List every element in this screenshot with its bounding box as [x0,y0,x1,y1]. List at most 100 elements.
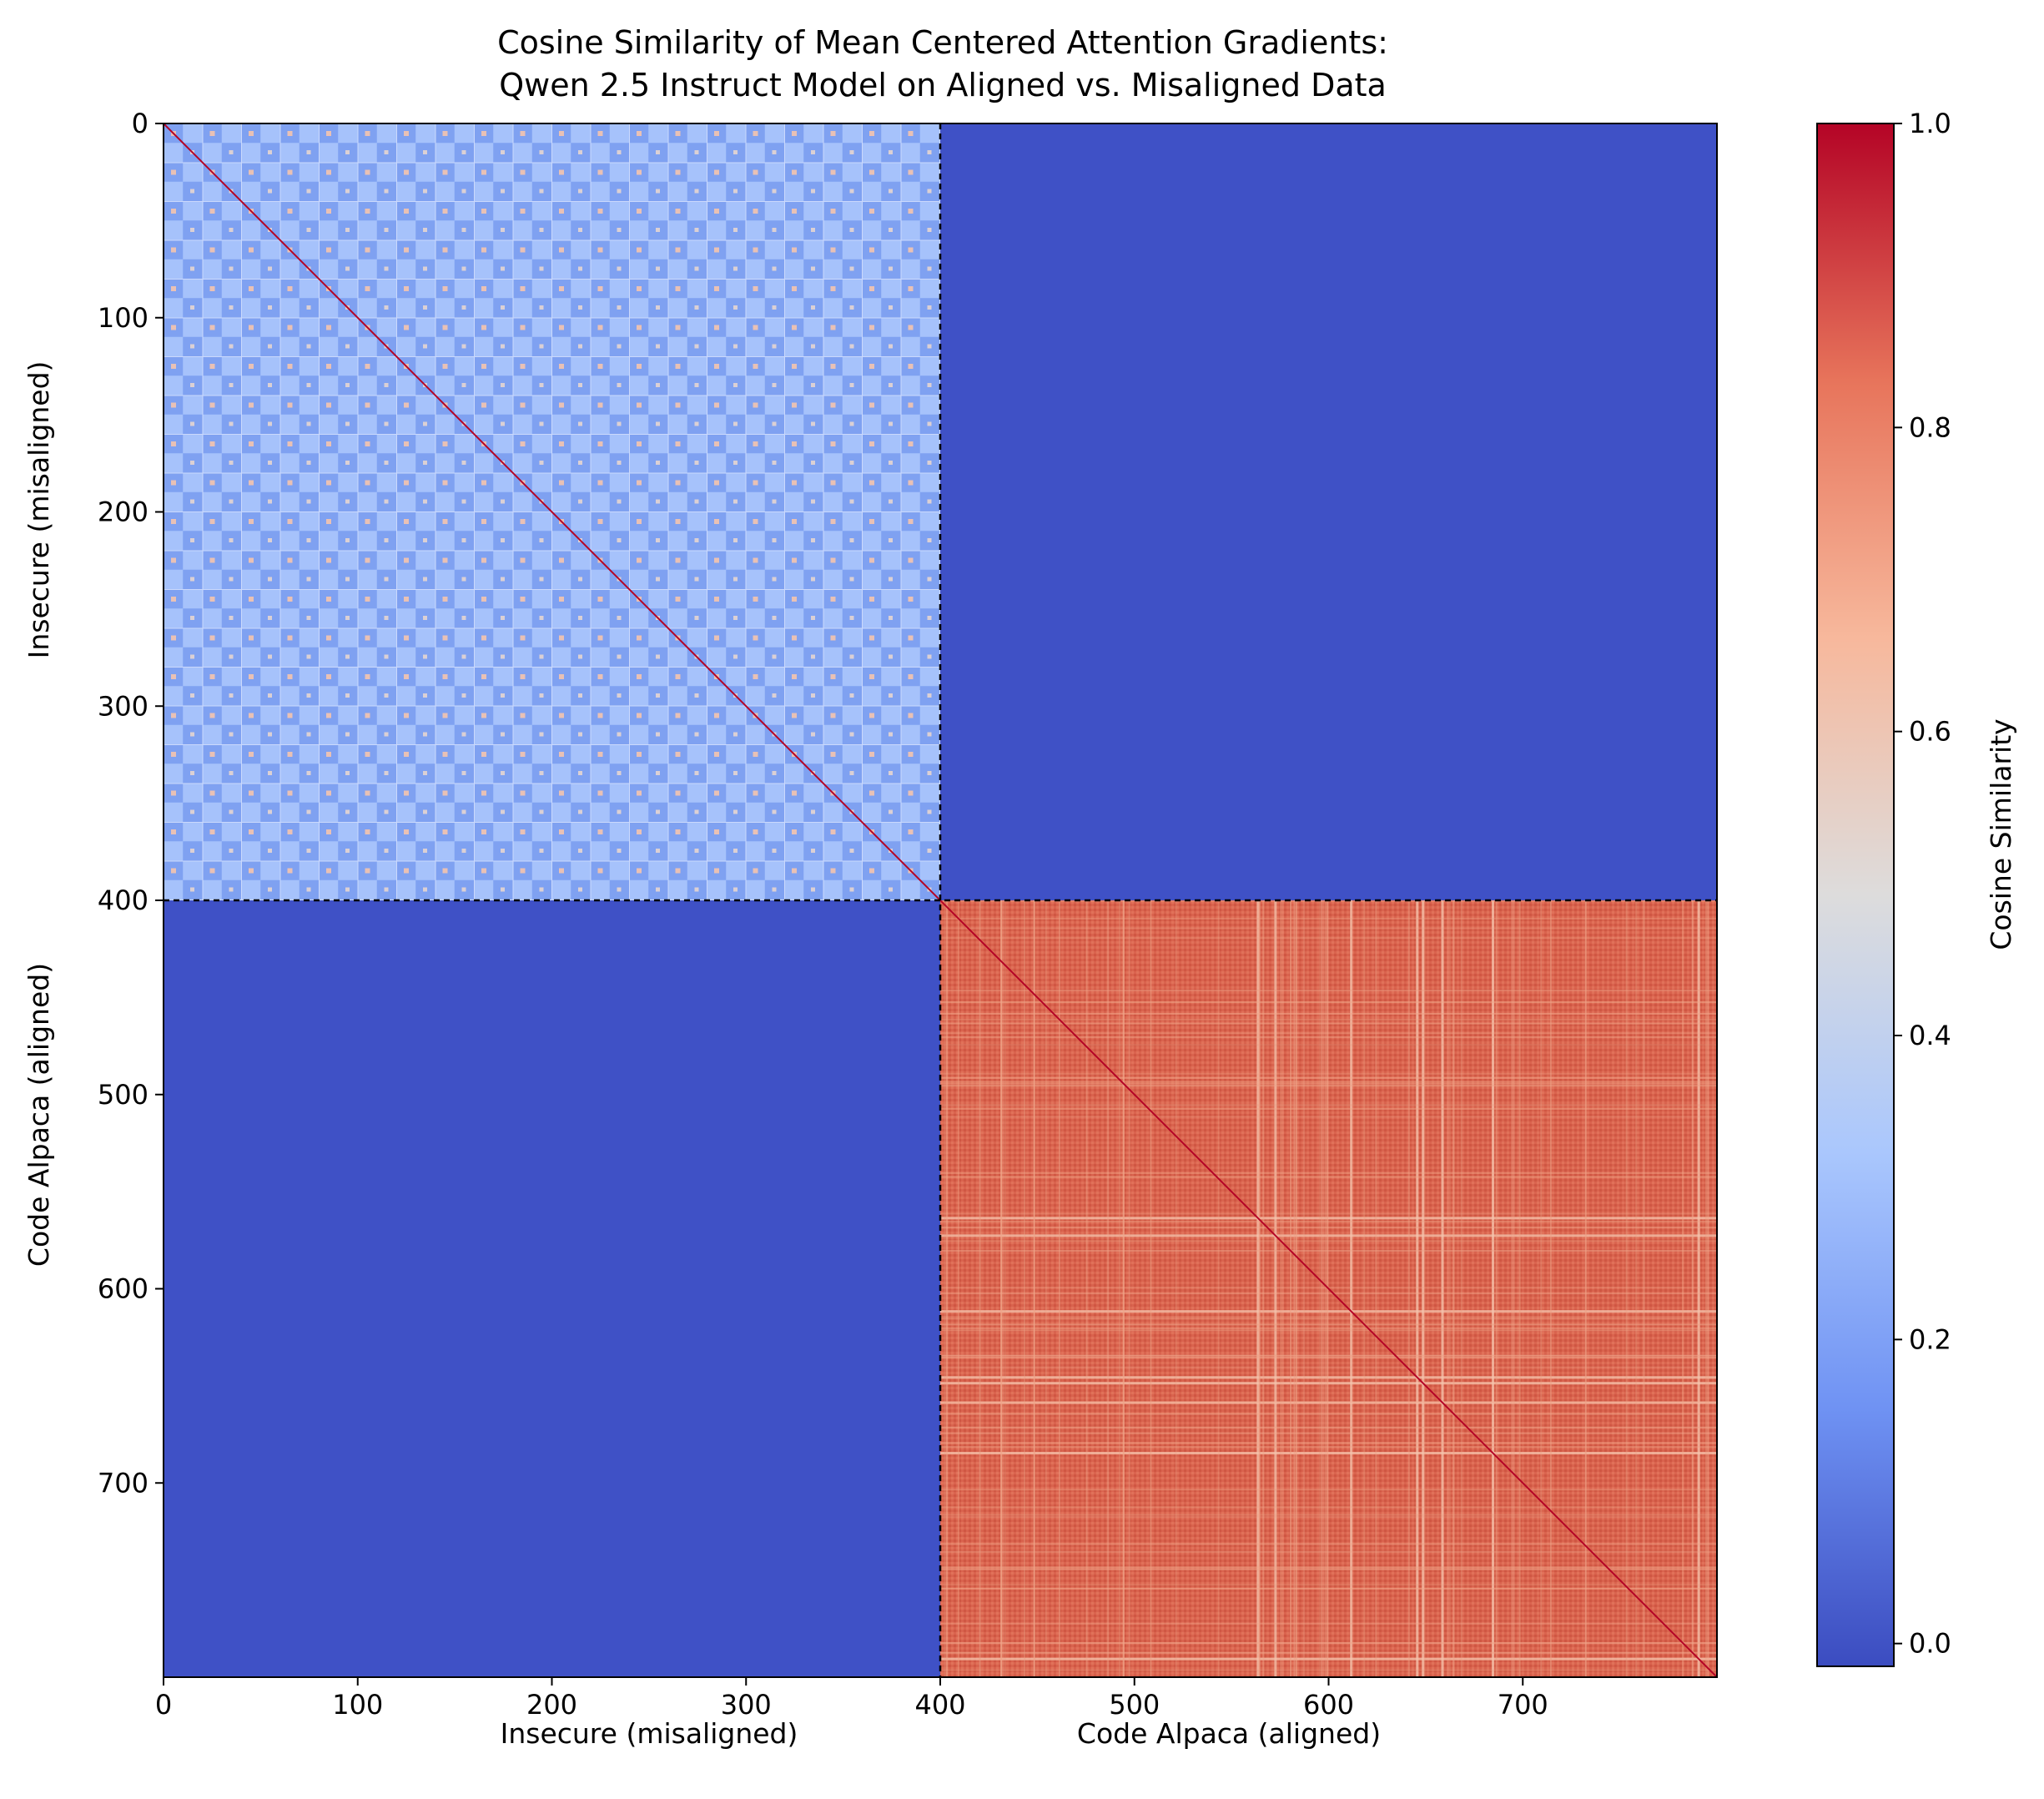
colorbar-tick-label: 0.8 [1909,411,1951,443]
x-axis-label-insecure: Insecure (misaligned) [501,1717,798,1750]
stripe-vertical [1691,900,1694,1677]
stripe-vertical [1280,900,1282,1677]
y-tick-label: 700 [98,1467,149,1499]
y-tick-label: 200 [98,496,149,528]
title-line-2: Qwen 2.5 Instruct Model on Aligned vs. M… [499,67,1387,103]
stripe-horizontal [940,1642,1717,1645]
stripe-vertical [1441,900,1444,1677]
x-tick-label: 200 [526,1689,577,1721]
y-tick-label: 500 [98,1079,149,1111]
colorbar-tick-label: 0.6 [1909,716,1951,748]
stripe-vertical [1289,900,1291,1677]
stripe-vertical [1513,900,1515,1677]
stripe-horizontal [940,1622,1717,1625]
stripe-vertical [1416,900,1419,1677]
stripe-vertical [1322,900,1325,1677]
stripe-horizontal [940,1401,1717,1403]
stripe-horizontal [940,1076,1717,1079]
colorbar-label: Cosine Similarity [1985,718,2017,950]
stripe-horizontal [940,1382,1717,1385]
y-tick-label: 0 [132,108,149,139]
stripe-vertical [1085,900,1088,1677]
stripe-horizontal [940,1310,1717,1313]
x-tick-label: 300 [721,1689,772,1721]
stripe-horizontal [940,1452,1717,1455]
stripe-vertical [1540,900,1543,1677]
stripe-horizontal [940,1172,1717,1174]
stripe-horizontal [940,1073,1717,1076]
stripe-horizontal [940,1543,1717,1545]
stripe-horizontal [940,1316,1717,1318]
stripe-horizontal [940,1432,1717,1434]
chart-title: Cosine Similarity of Mean Centered Atten… [497,24,1388,103]
stripe-vertical [1122,900,1125,1677]
stripe-vertical [1293,900,1296,1677]
stripe-vertical [1289,900,1291,1677]
stripe-vertical [1697,900,1700,1677]
stripe-horizontal [940,1651,1717,1654]
stripe-vertical [1318,900,1321,1677]
stripe-vertical [1707,900,1709,1677]
colorbar-fill [1817,123,1894,1666]
x-tick-label: 600 [1303,1689,1354,1721]
alpaca-stripes [940,900,1717,1677]
stripe-vertical [1423,900,1426,1677]
stripe-horizontal [940,1116,1717,1118]
stripe-horizontal [940,1176,1717,1178]
y-tick-label: 100 [98,302,149,334]
y-axis-labels: Insecure (misaligned) Code Alpaca (align… [23,361,55,1267]
stripe-horizontal [940,1584,1717,1586]
stripe-horizontal [940,1514,1717,1516]
stripe-vertical [1460,900,1463,1677]
x-axis-label-alpaca: Code Alpaca (aligned) [1077,1717,1381,1750]
stripe-vertical [1295,900,1297,1677]
stripe-vertical [1303,900,1306,1677]
stripe-vertical [1175,900,1177,1677]
heatmap-plot [163,123,1718,1678]
stripe-vertical [1004,900,1006,1677]
stripe-vertical [1452,900,1455,1677]
stripe-vertical [945,900,948,1677]
stripe-vertical [1045,900,1047,1677]
stripe-horizontal [940,1446,1717,1449]
stripe-horizontal [940,1212,1717,1215]
stripe-vertical [957,900,959,1677]
stripe-vertical [1274,900,1277,1677]
stripe-horizontal [940,1442,1717,1444]
stripe-vertical [1584,900,1587,1677]
colorbar-tick-label: 1.0 [1909,108,1951,139]
stripe-vertical [1324,900,1327,1677]
stripe-horizontal [940,1081,1717,1083]
stripe-vertical [1321,900,1323,1677]
stripe-vertical [1705,900,1708,1677]
stripe-horizontal [940,1221,1717,1223]
stripe-vertical [1625,900,1628,1677]
stripe-horizontal [940,1036,1717,1038]
stripe-horizontal [940,1227,1717,1229]
stripe-horizontal [940,1323,1717,1326]
colorbar-tick-label: 0.0 [1909,1628,1951,1660]
stripe-vertical [1635,900,1638,1677]
stripe-vertical [1549,900,1552,1677]
stripe-vertical [1258,900,1261,1677]
stripe-vertical [979,900,981,1677]
stripe-horizontal [940,1001,1717,1004]
stripe-horizontal [940,1318,1717,1320]
stripe-horizontal [940,1515,1717,1518]
x-tick-label: 700 [1498,1689,1548,1721]
stripe-vertical [1002,900,1004,1677]
stripe-horizontal [940,1426,1717,1429]
stripe-horizontal [940,1366,1717,1368]
stripe-vertical [1407,900,1410,1677]
stripe-horizontal [940,1550,1717,1553]
stripe-vertical [1058,900,1060,1677]
stripe-vertical [1128,900,1130,1677]
colorbar-tick-label: 0.2 [1909,1323,1951,1355]
stripe-horizontal [940,1413,1717,1415]
x-tick-label: 0 [155,1689,172,1721]
y-tick-label: 400 [98,884,149,916]
stripe-horizontal [940,1354,1717,1357]
stripe-horizontal [940,1376,1717,1379]
stripe-vertical [1256,900,1260,1677]
